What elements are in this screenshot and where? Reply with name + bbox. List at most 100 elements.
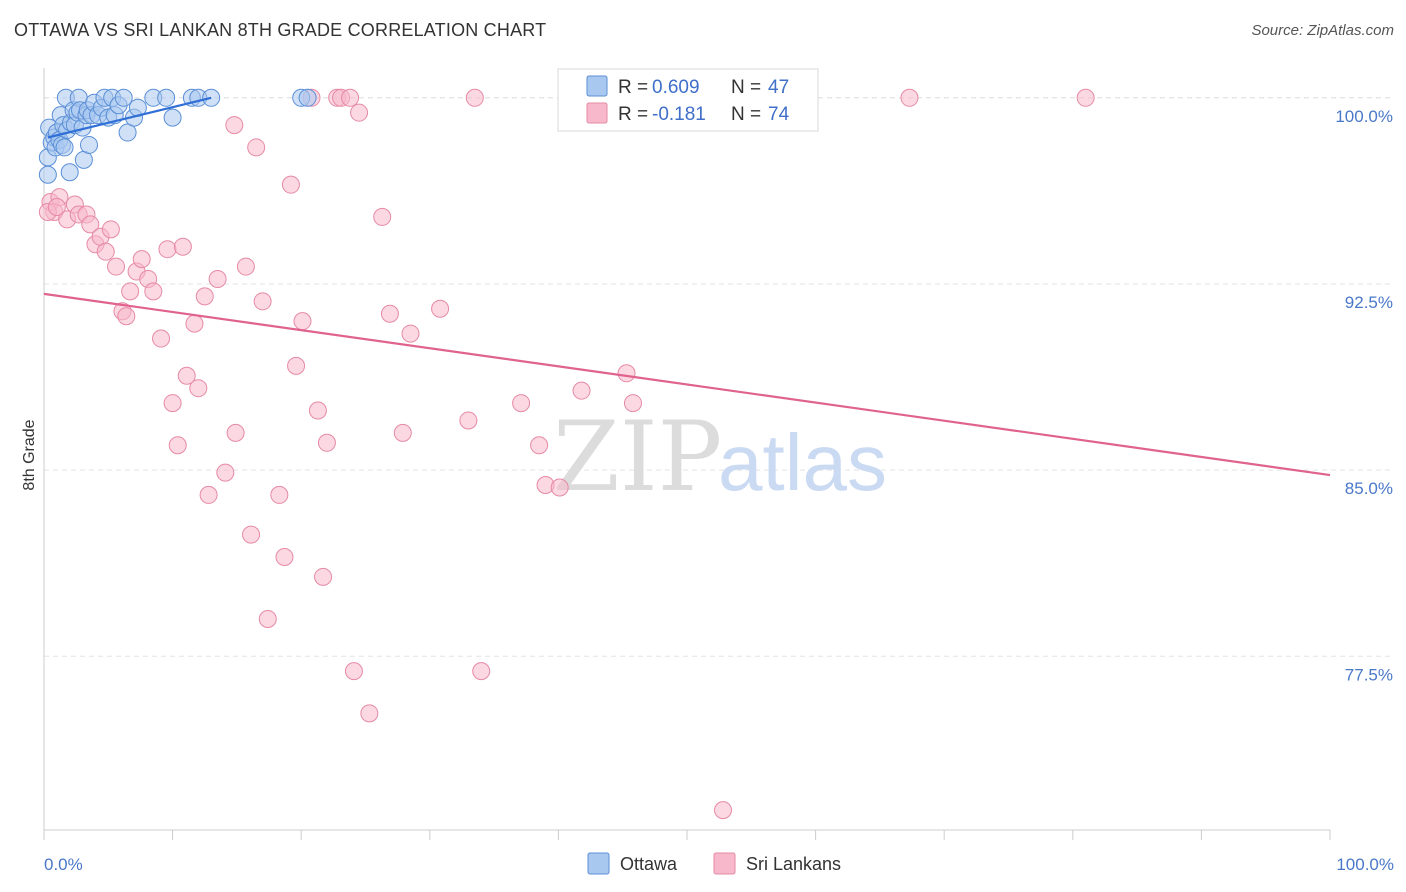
y-tick-label: 100.0% [1335,107,1393,126]
sri-lankans-point [270,485,289,504]
sri-lankans-point [168,436,187,455]
legend-r-value-sri-lankans: -0.181 [652,104,706,125]
y-tick-label: 92.5% [1345,293,1393,312]
sri-lankans-point [344,662,363,681]
legend-n-label-ottawa: N = [731,77,761,98]
sri-lankans-point [380,304,399,323]
sri-lankans-point [459,411,478,430]
sri-lankans-point [341,88,360,107]
sri-lankans-point [158,240,177,259]
sri-lankans-point [281,175,300,194]
y-tick-label: 77.5% [1345,665,1393,684]
sri-lankans-point [152,329,171,348]
source-label: Source: ZipAtlas.com [1251,22,1394,39]
sri-lankans-point [314,567,333,586]
sri-lankans-point [623,394,642,413]
sri-lankans-point [226,423,245,442]
sri-lankans-point [465,88,484,107]
sri-lankans-point [550,478,569,497]
ottawa-point [80,135,99,154]
sri-lankans-point [431,299,450,318]
legend-r-label-ottawa: R = [618,77,648,98]
sri-lankans-point [275,547,294,566]
x-axis-ticks [43,830,1331,840]
sri-lankans-point [189,379,208,398]
legend-swatch-ottawa [586,75,608,97]
sri-lankans-point [117,307,136,326]
sri-lankans-point [195,287,214,306]
y-axis-label: 8th Grade [21,419,38,490]
bottom-legend-swatch-sri-lankans [713,852,736,875]
sri-lankans-point [208,269,227,288]
sri-lankans-point [121,282,140,301]
sri-lankans-point [900,88,919,107]
sri-lankans-trend-line [43,292,1331,477]
sri-lankans-point [101,220,120,239]
correlation-legend: R = 0.609 N = 47 R = -0.181 N = 74 [557,68,819,132]
chart-title: OTTAWA VS SRI LANKAN 8TH GRADE CORRELATI… [14,20,547,40]
sri-lankans-point [258,610,277,629]
bottom-legend-swatch-ottawa [587,852,610,875]
y-axis-tick-labels: 100.0% 92.5% 85.0% 77.5% [1335,107,1393,684]
sri-lankans-point [144,282,163,301]
sri-lankans-point [401,324,420,343]
sri-lankans-point [714,801,733,820]
sri-lankans-point [173,237,192,256]
sri-lankans-point [287,356,306,375]
watermark-atlas: atlas [718,418,887,507]
ottawa-point [157,88,176,107]
gridlines [44,97,1394,657]
sri-lankans-point [236,257,255,276]
sri-lankans-point [393,423,412,442]
ottawa-point [38,165,57,184]
sri-lankans-point [81,215,100,234]
sri-lankans-point [199,485,218,504]
legend-r-label-sri-lankans: R = [618,104,648,125]
sri-lankans-point [216,463,235,482]
bottom-legend-label-sri-lankans: Sri Lankans [746,854,841,874]
ottawa-point [163,108,182,127]
legend-n-value-sri-lankans: 74 [768,104,790,125]
sri-lankans-point [253,292,272,311]
sri-lankans-point [360,704,379,723]
sri-lankans-point [472,662,491,681]
ottawa-point [298,88,317,107]
sri-lankans-point [512,394,531,413]
sri-lankans-points [38,88,1095,820]
ottawa-points [38,88,317,184]
bottom-legend-label-ottawa: Ottawa [620,854,678,874]
ottawa-point [55,138,74,157]
watermark-zip: ZIP [553,401,722,513]
x-tick-label-max: 100.0% [1336,855,1394,874]
ottawa-point [118,123,137,142]
y-tick-label: 85.0% [1345,479,1393,498]
legend-n-value-ottawa: 47 [768,77,789,98]
sri-lankans-point [617,364,636,383]
legend-n-label-sri-lankans: N = [731,104,761,125]
sri-lankans-point [96,242,115,261]
sri-lankans-point [308,401,327,420]
sri-lankans-point [373,207,392,226]
sri-lankans-point [572,381,591,400]
sri-lankans-point [185,314,204,333]
sri-lankans-point [242,525,261,544]
ottawa-point [60,163,79,182]
ottawa-point [114,88,133,107]
sri-lankans-point [1076,88,1095,107]
sri-lankans-point [350,103,369,122]
sri-lankans-point [47,197,66,216]
series-legend: Ottawa Sri Lankans [587,852,841,875]
sri-lankans-point [132,250,151,269]
sri-lankans-point [107,257,126,276]
ottawa-trend-line [47,96,212,139]
legend-r-value-ottawa: 0.609 [652,77,700,98]
sri-lankans-point [530,436,549,455]
sri-lankans-point [317,433,336,452]
legend-swatch-sri-lankans [586,102,608,124]
sri-lankans-point [163,394,182,413]
sri-lankans-point [247,138,266,157]
sri-lankans-point [293,312,312,331]
sri-lankans-point [177,366,196,385]
sri-lankans-point [225,116,244,135]
